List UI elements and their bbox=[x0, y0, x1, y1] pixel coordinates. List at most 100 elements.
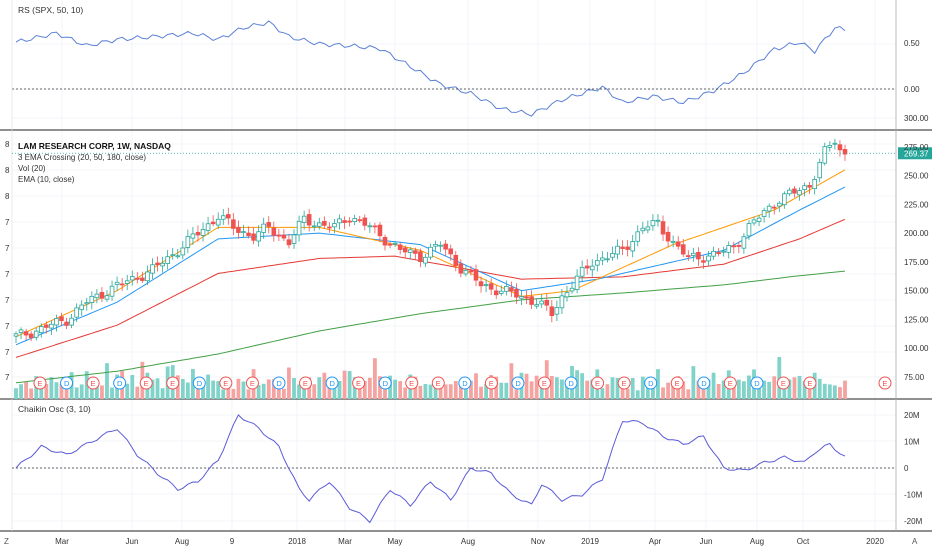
last-price-label: 269.37 bbox=[904, 149, 929, 158]
earnings-marker[interactable] bbox=[537, 376, 551, 390]
dividend-marker[interactable] bbox=[644, 376, 658, 390]
dividend-marker[interactable] bbox=[458, 376, 472, 390]
candle-body bbox=[458, 263, 464, 274]
volume-bar bbox=[651, 387, 655, 399]
main-legend: LAM RESEARCH CORP, 1W, NASDAQ 3 EMA Cros… bbox=[18, 141, 171, 184]
earnings-marker[interactable] bbox=[33, 376, 47, 390]
candle-body bbox=[256, 231, 261, 242]
candle-body bbox=[549, 306, 555, 317]
candle-body bbox=[226, 214, 231, 219]
candle-body bbox=[595, 260, 600, 266]
candle-body bbox=[266, 222, 272, 227]
volume-bar bbox=[691, 366, 696, 399]
volume-bar bbox=[327, 378, 332, 399]
dividend-marker[interactable] bbox=[192, 376, 206, 390]
earnings-marker[interactable] bbox=[245, 376, 259, 390]
candle-body bbox=[54, 318, 59, 326]
earnings-marker[interactable] bbox=[591, 376, 605, 390]
left-axis-digit: 8 bbox=[5, 192, 10, 201]
candle-body bbox=[736, 244, 742, 247]
dividend-marker[interactable] bbox=[750, 376, 764, 390]
candle-body bbox=[620, 246, 625, 249]
legend-volume[interactable]: Vol (20) bbox=[18, 164, 46, 173]
candle-body bbox=[478, 281, 484, 287]
candle-body bbox=[776, 202, 782, 207]
volume-bar bbox=[388, 375, 392, 399]
volume-bar bbox=[762, 380, 767, 399]
chaikin-line bbox=[15, 414, 846, 524]
rs-title: RS (SPX, 50, 10) bbox=[18, 5, 83, 15]
volume-bar bbox=[393, 379, 398, 399]
volume-bar bbox=[297, 384, 301, 399]
earnings-marker[interactable] bbox=[723, 376, 737, 390]
earnings-marker[interactable] bbox=[352, 376, 366, 390]
volume-bar bbox=[211, 380, 216, 399]
auto-scale-button[interactable]: A bbox=[912, 537, 918, 546]
earnings-marker[interactable] bbox=[139, 376, 153, 390]
candle-body bbox=[751, 219, 757, 224]
candle-body bbox=[124, 280, 130, 284]
rs-line bbox=[15, 20, 846, 117]
left-axis-digit: 7 bbox=[5, 244, 10, 253]
dividend-marker[interactable] bbox=[697, 376, 711, 390]
earnings-marker[interactable] bbox=[776, 376, 790, 390]
candle-body bbox=[716, 252, 721, 254]
earnings-marker[interactable] bbox=[484, 376, 498, 390]
axis-corner-left[interactable]: Z bbox=[4, 537, 9, 546]
dividend-marker[interactable] bbox=[272, 376, 286, 390]
candle-body bbox=[180, 247, 186, 256]
candle-body bbox=[114, 281, 120, 286]
time-axis-label: Oct bbox=[797, 537, 810, 546]
volume-bar bbox=[362, 381, 367, 399]
chaikin-tick: -20M bbox=[904, 517, 923, 526]
candle-body bbox=[33, 330, 39, 338]
candle-body bbox=[473, 269, 479, 281]
price-tick: 100.00 bbox=[904, 344, 929, 353]
earnings-marker[interactable] bbox=[431, 376, 445, 390]
dividend-marker[interactable] bbox=[113, 376, 127, 390]
candle-body bbox=[135, 277, 140, 280]
candle-body bbox=[74, 307, 79, 318]
candle-body bbox=[342, 220, 347, 223]
future-earnings-marker[interactable] bbox=[878, 376, 892, 390]
candle-body bbox=[79, 304, 85, 311]
candle-body bbox=[286, 239, 292, 246]
dividend-marker[interactable] bbox=[378, 376, 392, 390]
earnings-marker[interactable] bbox=[299, 376, 313, 390]
candle-body bbox=[554, 307, 560, 315]
legend-ema-10[interactable]: EMA (10, close) bbox=[18, 175, 75, 184]
volume-bar bbox=[469, 380, 473, 399]
volume-bar bbox=[509, 363, 514, 399]
volume-bar bbox=[585, 380, 590, 399]
candle-body bbox=[89, 295, 95, 303]
marker-letter: D bbox=[568, 379, 574, 388]
earnings-marker[interactable] bbox=[166, 376, 180, 390]
earnings-marker[interactable] bbox=[219, 376, 233, 390]
chaikin-axis-ticks: 20M 10M 0 -10M -20M bbox=[904, 411, 923, 526]
volume-bar bbox=[645, 382, 650, 399]
price-tick: 275.00 bbox=[904, 143, 929, 152]
time-axis-label: Aug bbox=[461, 537, 475, 546]
earnings-marker[interactable] bbox=[670, 376, 684, 390]
earnings-marker[interactable] bbox=[405, 376, 419, 390]
candle-body bbox=[574, 275, 580, 290]
dividend-marker[interactable] bbox=[564, 376, 578, 390]
dividend-marker[interactable] bbox=[60, 376, 74, 390]
volume-bar bbox=[686, 389, 691, 399]
left-axis-digit: 7 bbox=[5, 322, 10, 331]
marker-letter: E bbox=[781, 379, 786, 388]
candle-body bbox=[104, 295, 110, 300]
earnings-marker[interactable] bbox=[86, 376, 100, 390]
earnings-marker[interactable] bbox=[803, 376, 817, 390]
dividend-marker[interactable] bbox=[511, 376, 525, 390]
volume-bar bbox=[19, 384, 23, 399]
candle-body bbox=[741, 236, 747, 249]
candle-body bbox=[822, 146, 828, 164]
volume-bar bbox=[74, 387, 79, 399]
marker-letter: D bbox=[117, 379, 123, 388]
candle-body bbox=[721, 250, 726, 253]
legend-ema-crossing[interactable]: 3 EMA Crossing (20, 50, 180, close) bbox=[18, 153, 146, 162]
volume-bar bbox=[838, 387, 842, 399]
earnings-marker[interactable] bbox=[617, 376, 631, 390]
dividend-marker[interactable] bbox=[325, 376, 339, 390]
